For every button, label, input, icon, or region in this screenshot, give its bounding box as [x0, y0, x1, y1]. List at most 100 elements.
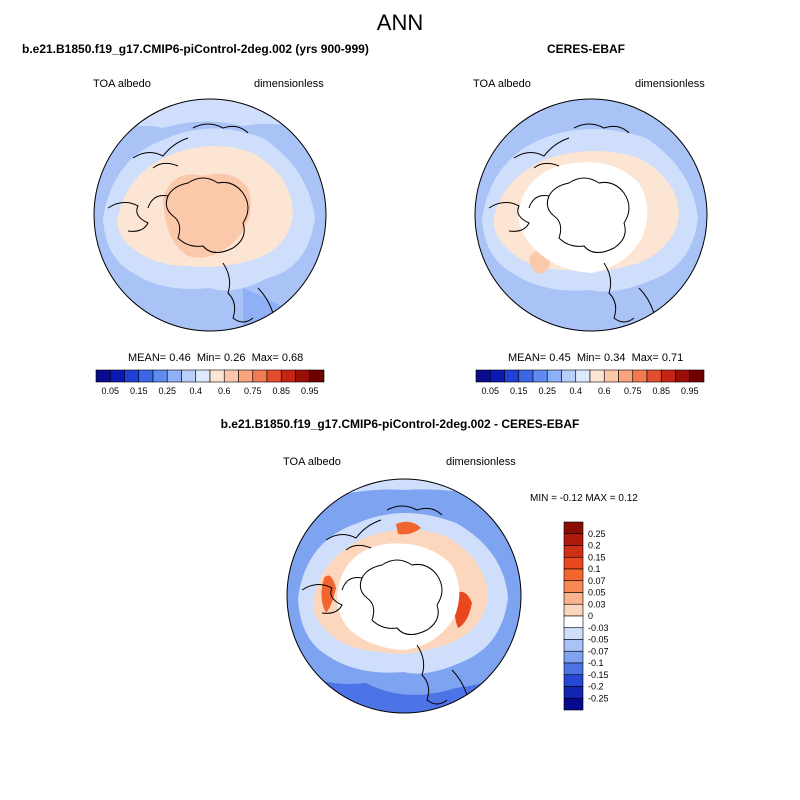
colorbar-tick-label: -0.05: [588, 635, 609, 645]
colorbar-tick-label: 0.95: [301, 386, 319, 396]
colorbar-swatch: [675, 369, 691, 383]
colorbar-swatch: [563, 556, 584, 570]
colorbar-swatch: [563, 592, 584, 605]
colorbar-tick-label: -0.1: [588, 658, 604, 668]
colorbar-swatch: [563, 568, 584, 582]
min-label: Min=: [196, 352, 221, 364]
colorbar-tick-label: 0.05: [101, 386, 119, 396]
page-title: ANN: [376, 10, 424, 35]
colorbar-tick-label: 0.1: [588, 564, 601, 574]
model-units-label: dimensionless: [254, 78, 324, 90]
colorbar-tick-label: 0: [588, 611, 593, 621]
colorbar-swatch: [295, 369, 311, 383]
mean-label: MEAN=: [128, 352, 167, 364]
mean-value: 0.46: [169, 352, 191, 364]
colorbar-tick-label: 0.25: [588, 529, 606, 539]
colorbar-swatch: [561, 369, 577, 383]
max-value: 0.12: [618, 493, 638, 504]
model-polar-map: [93, 98, 327, 332]
colorbar-swatch: [563, 603, 584, 617]
mean-value: 0.45: [549, 352, 571, 364]
colorbar-tick-label: -0.07: [588, 646, 609, 656]
colorbar-swatch: [563, 662, 584, 676]
model-colorbar: 0.05 0.15 0.25 0.4 0.6 0.75 0.85 0.95: [95, 369, 325, 396]
colorbar-swatch: [563, 650, 584, 664]
map-field-missing: [518, 162, 648, 273]
colorbar-swatch: [504, 369, 520, 383]
colorbar-tick-label: 0.15: [130, 386, 148, 396]
model-panel-title: b.e21.B1850.f19_g17.CMIP6-piControl-2deg…: [22, 42, 369, 56]
min-value: 0.34: [604, 352, 626, 364]
colorbar-swatch: [603, 369, 619, 383]
colorbar-tick-label: -0.03: [588, 623, 609, 633]
max-label: MAX =: [585, 493, 616, 504]
obs-stats: MEAN= 0.45 Min= 0.34 Max= 0.71: [508, 352, 683, 364]
max-label: Max=: [631, 352, 659, 364]
colorbar-swatch: [489, 369, 505, 383]
colorbar-swatch: [589, 369, 605, 383]
min-value: -0.12: [559, 493, 583, 504]
obs-colorbar: 0.05 0.15 0.25 0.4 0.6 0.75 0.85 0.95: [475, 369, 705, 396]
colorbar-swatch: [252, 369, 268, 383]
min-label: MIN =: [530, 493, 557, 504]
colorbar-swatch: [563, 627, 584, 640]
diff-colorbar: 0.250.20.150.10.070.050.030-0.03-0.05-0.…: [563, 521, 609, 711]
colorbar-tick-label: -0.15: [588, 670, 609, 680]
colorbar-tick-label: 0.75: [624, 386, 642, 396]
min-value: 0.26: [224, 352, 246, 364]
colorbar-swatch: [124, 369, 140, 383]
colorbar-tick-label: 0.95: [681, 386, 699, 396]
colorbar-swatch: [563, 580, 584, 593]
max-value: 0.68: [281, 352, 304, 364]
colorbar-swatch: [309, 369, 325, 383]
diff-stats: MIN = -0.12 MAX = 0.12: [530, 493, 638, 504]
colorbar-swatch: [563, 521, 584, 535]
max-value: 0.71: [661, 352, 684, 364]
colorbar-swatch: [689, 369, 705, 383]
colorbar-tick-label: -0.25: [588, 693, 609, 703]
colorbar-swatch: [563, 686, 584, 699]
colorbar-swatch: [195, 369, 211, 383]
colorbar-tick-label: 0.4: [569, 386, 582, 396]
colorbar-swatch: [238, 369, 254, 383]
colorbar-swatch: [138, 369, 154, 383]
colorbar-swatch: [660, 369, 676, 383]
colorbar-swatch: [209, 369, 225, 383]
diff-units-label: dimensionless: [446, 456, 516, 468]
colorbar-tick-label: 0.05: [481, 386, 499, 396]
coastlines: [301, 505, 468, 705]
colorbar-swatch: [166, 369, 182, 383]
colorbar-tick-label: 0.2: [588, 541, 601, 551]
colorbar-swatch: [223, 369, 239, 383]
colorbar-swatch: [95, 369, 111, 383]
map-field-hot-north: [396, 521, 421, 535]
colorbar-tick-label: -0.2: [588, 682, 604, 692]
colorbar-swatch: [266, 369, 282, 383]
colorbar-swatch: [109, 369, 125, 383]
colorbar-swatch: [518, 369, 534, 383]
colorbar-tick-label: 0.07: [588, 576, 606, 586]
colorbar-swatch: [646, 369, 662, 383]
obs-units-label: dimensionless: [635, 78, 705, 90]
map-boundary: [286, 478, 522, 714]
colorbar-swatch: [532, 369, 548, 383]
colorbar-swatch: [632, 369, 648, 383]
colorbar-swatch: [563, 639, 584, 652]
obs-polar-map: [474, 98, 708, 332]
diff-panel-title: b.e21.B1850.f19_g17.CMIP6-piControl-2deg…: [220, 417, 580, 431]
obs-variable-label: TOA albedo: [473, 78, 531, 90]
colorbar-tick-label: 0.25: [158, 386, 176, 396]
colorbar-swatch: [575, 369, 591, 383]
colorbar-tick-label: 0.85: [652, 386, 670, 396]
colorbar-swatch: [563, 615, 584, 629]
map-boundary: [474, 98, 708, 332]
map-field-missing: [337, 543, 460, 650]
colorbar-tick-label: 0.85: [272, 386, 290, 396]
map-field-core: [163, 173, 251, 258]
model-variable-label: TOA albedo: [93, 78, 151, 90]
colorbar-swatch: [280, 369, 296, 383]
mean-label: MEAN=: [508, 352, 547, 364]
colorbar-tick-label: 0.03: [588, 599, 606, 609]
colorbar-tick-label: 0.05: [588, 588, 606, 598]
colorbar-tick-label: 0.75: [244, 386, 262, 396]
